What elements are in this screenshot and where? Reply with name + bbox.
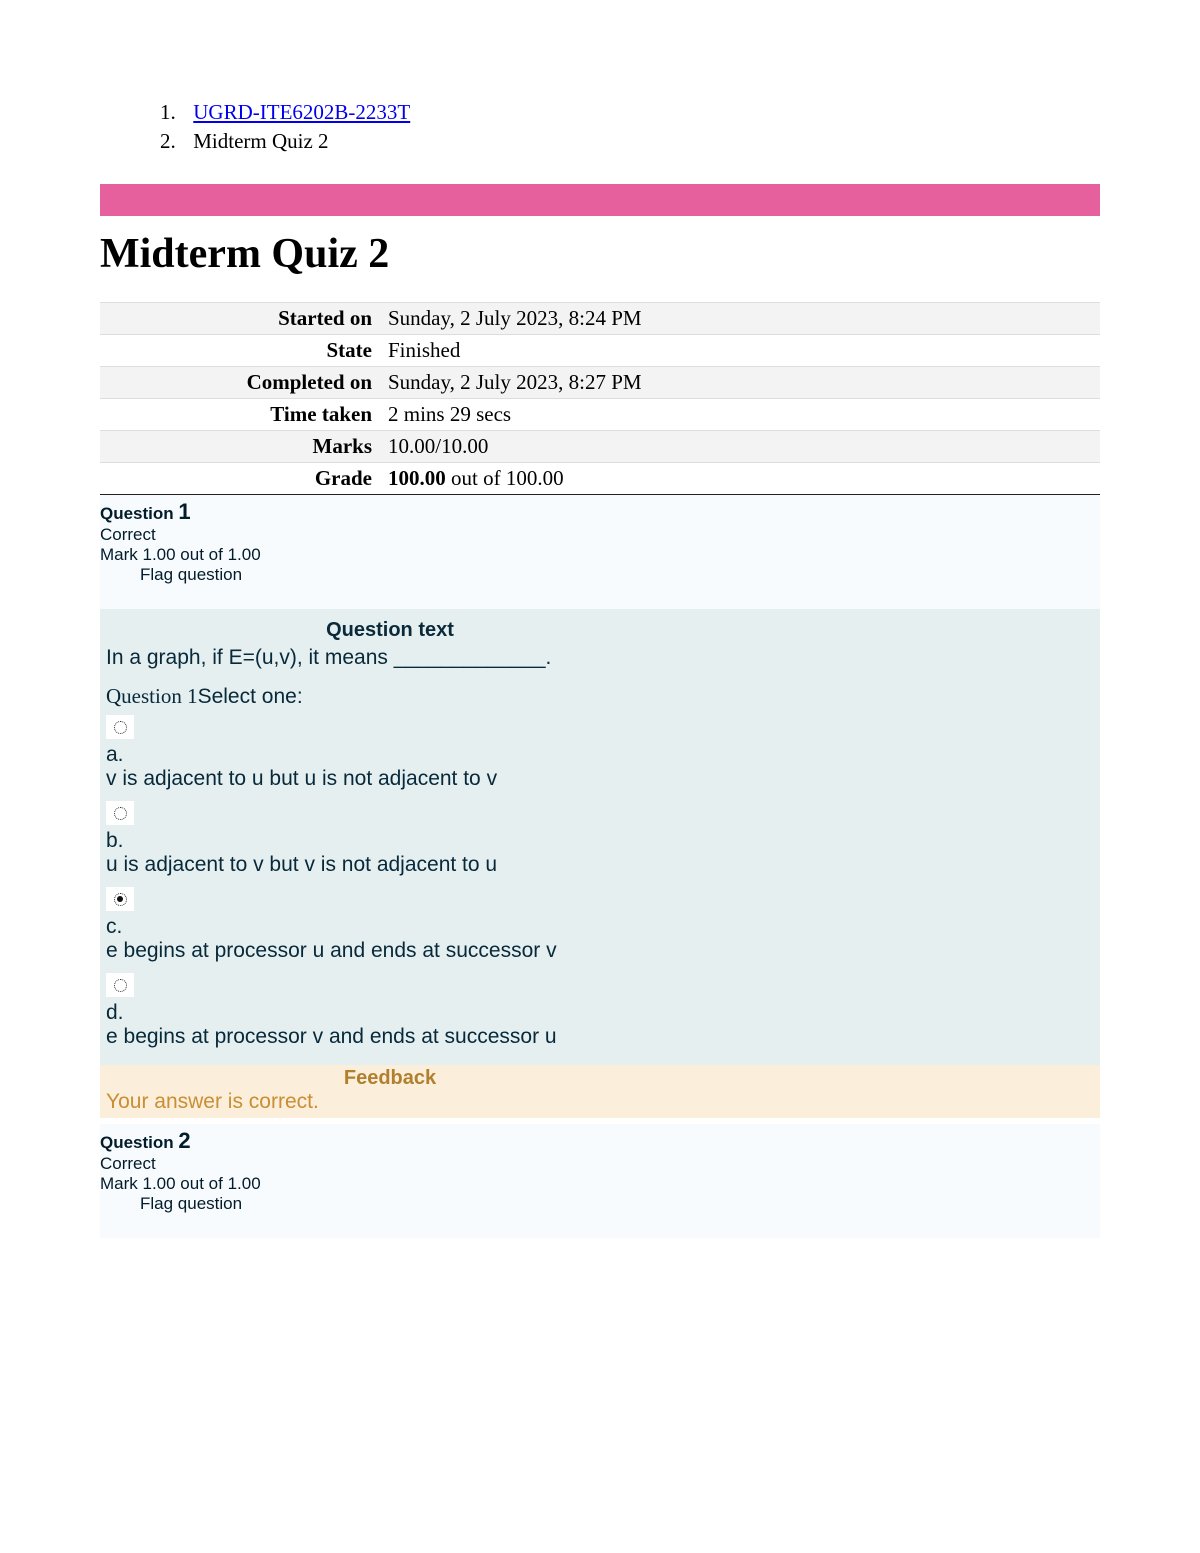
- question-label: Question: [100, 504, 174, 523]
- summary-value: Sunday, 2 July 2023, 8:24 PM: [380, 303, 1100, 335]
- summary-row: Marks10.00/10.00: [100, 431, 1100, 463]
- summary-label: Time taken: [100, 399, 380, 431]
- question-1-feedback: Feedback Your answer is correct.: [100, 1065, 1100, 1118]
- question-1-text: In a graph, if E=(u,v), it means _______…: [106, 646, 1094, 670]
- question-mark: Mark 1.00 out of 1.00: [100, 545, 1100, 565]
- summary-value: Sunday, 2 July 2023, 8:27 PM: [380, 367, 1100, 399]
- question-number: 2: [178, 1128, 190, 1153]
- breadcrumb-current: Midterm Quiz 2: [193, 129, 328, 153]
- feedback-heading: Feedback: [106, 1067, 1094, 1090]
- radio-icon: [114, 721, 127, 734]
- summary-value: 10.00/10.00: [380, 431, 1100, 463]
- select-one-label: Question 1Select one:: [106, 684, 1094, 709]
- option-letter: d.: [106, 1001, 1094, 1025]
- question-status: Correct: [100, 525, 1100, 545]
- summary-label: State: [100, 335, 380, 367]
- question-status: Correct: [100, 1154, 1100, 1174]
- radio-icon: [114, 807, 127, 820]
- radio-icon: [114, 893, 127, 906]
- summary-label: Started on: [100, 303, 380, 335]
- summary-row: Started onSunday, 2 July 2023, 8:24 PM: [100, 303, 1100, 335]
- select-one-prefix: Question 1: [106, 684, 198, 708]
- question-mark: Mark 1.00 out of 1.00: [100, 1174, 1100, 1194]
- option-text: u is adjacent to v but v is not adjacent…: [106, 853, 1094, 877]
- radio-icon: [114, 979, 127, 992]
- flag-question-link[interactable]: Flag question: [100, 1194, 1100, 1214]
- summary-label: Completed on: [100, 367, 380, 399]
- breadcrumb-num-2: 2.: [160, 129, 188, 154]
- option-letter: a.: [106, 743, 1094, 767]
- summary-label: Grade: [100, 463, 380, 495]
- radio-option-b[interactable]: [106, 801, 134, 825]
- option-letter: c.: [106, 915, 1094, 939]
- summary-value: 100.00 out of 100.00: [380, 463, 1100, 495]
- breadcrumb-item-1: 1. UGRD-ITE6202B-2233T: [160, 100, 1100, 125]
- option-text: e begins at processor v and ends at succ…: [106, 1025, 1094, 1049]
- question-label: Question: [100, 1133, 174, 1152]
- attempt-summary-table: Started onSunday, 2 July 2023, 8:24 PMSt…: [100, 302, 1100, 495]
- breadcrumb-num-1: 1.: [160, 100, 188, 125]
- summary-row: Time taken2 mins 29 secs: [100, 399, 1100, 431]
- radio-option-a[interactable]: [106, 715, 134, 739]
- question-1-body: Question text In a graph, if E=(u,v), it…: [100, 609, 1100, 1065]
- summary-label: Marks: [100, 431, 380, 463]
- answer-option: a.v is adjacent to u but u is not adjace…: [106, 715, 1094, 791]
- feedback-text: Your answer is correct.: [106, 1090, 1094, 1114]
- summary-value: Finished: [380, 335, 1100, 367]
- answer-option: b.u is adjacent to v but v is not adjace…: [106, 801, 1094, 877]
- option-text: e begins at processor u and ends at succ…: [106, 939, 1094, 963]
- question-number: 1: [178, 499, 190, 524]
- question-2-header: Question 2 Correct Mark 1.00 out of 1.00…: [100, 1124, 1100, 1238]
- page-root: 1. UGRD-ITE6202B-2233T 2. Midterm Quiz 2…: [0, 0, 1200, 1298]
- answer-option: d.e begins at processor v and ends at su…: [106, 973, 1094, 1049]
- summary-value: 2 mins 29 secs: [380, 399, 1100, 431]
- radio-option-d[interactable]: [106, 973, 134, 997]
- answer-option: c.e begins at processor u and ends at su…: [106, 887, 1094, 963]
- breadcrumb: 1. UGRD-ITE6202B-2233T 2. Midterm Quiz 2: [100, 100, 1100, 154]
- select-one-text: Select one:: [198, 685, 303, 708]
- radio-option-c[interactable]: [106, 887, 134, 911]
- question-text-heading: Question text: [106, 619, 1094, 642]
- summary-row: Grade100.00 out of 100.00: [100, 463, 1100, 495]
- separator-bar: [100, 184, 1100, 216]
- summary-row: StateFinished: [100, 335, 1100, 367]
- option-text: v is adjacent to u but u is not adjacent…: [106, 767, 1094, 791]
- breadcrumb-item-2: 2. Midterm Quiz 2: [160, 129, 1100, 154]
- flag-question-link[interactable]: Flag question: [100, 565, 1100, 585]
- summary-row: Completed onSunday, 2 July 2023, 8:27 PM: [100, 367, 1100, 399]
- breadcrumb-link-course[interactable]: UGRD-ITE6202B-2233T: [193, 100, 410, 124]
- radio-selected-dot-icon: [117, 896, 123, 902]
- option-letter: b.: [106, 829, 1094, 853]
- question-1-header: Question 1 Correct Mark 1.00 out of 1.00…: [100, 495, 1100, 609]
- page-title: Midterm Quiz 2: [100, 230, 1100, 278]
